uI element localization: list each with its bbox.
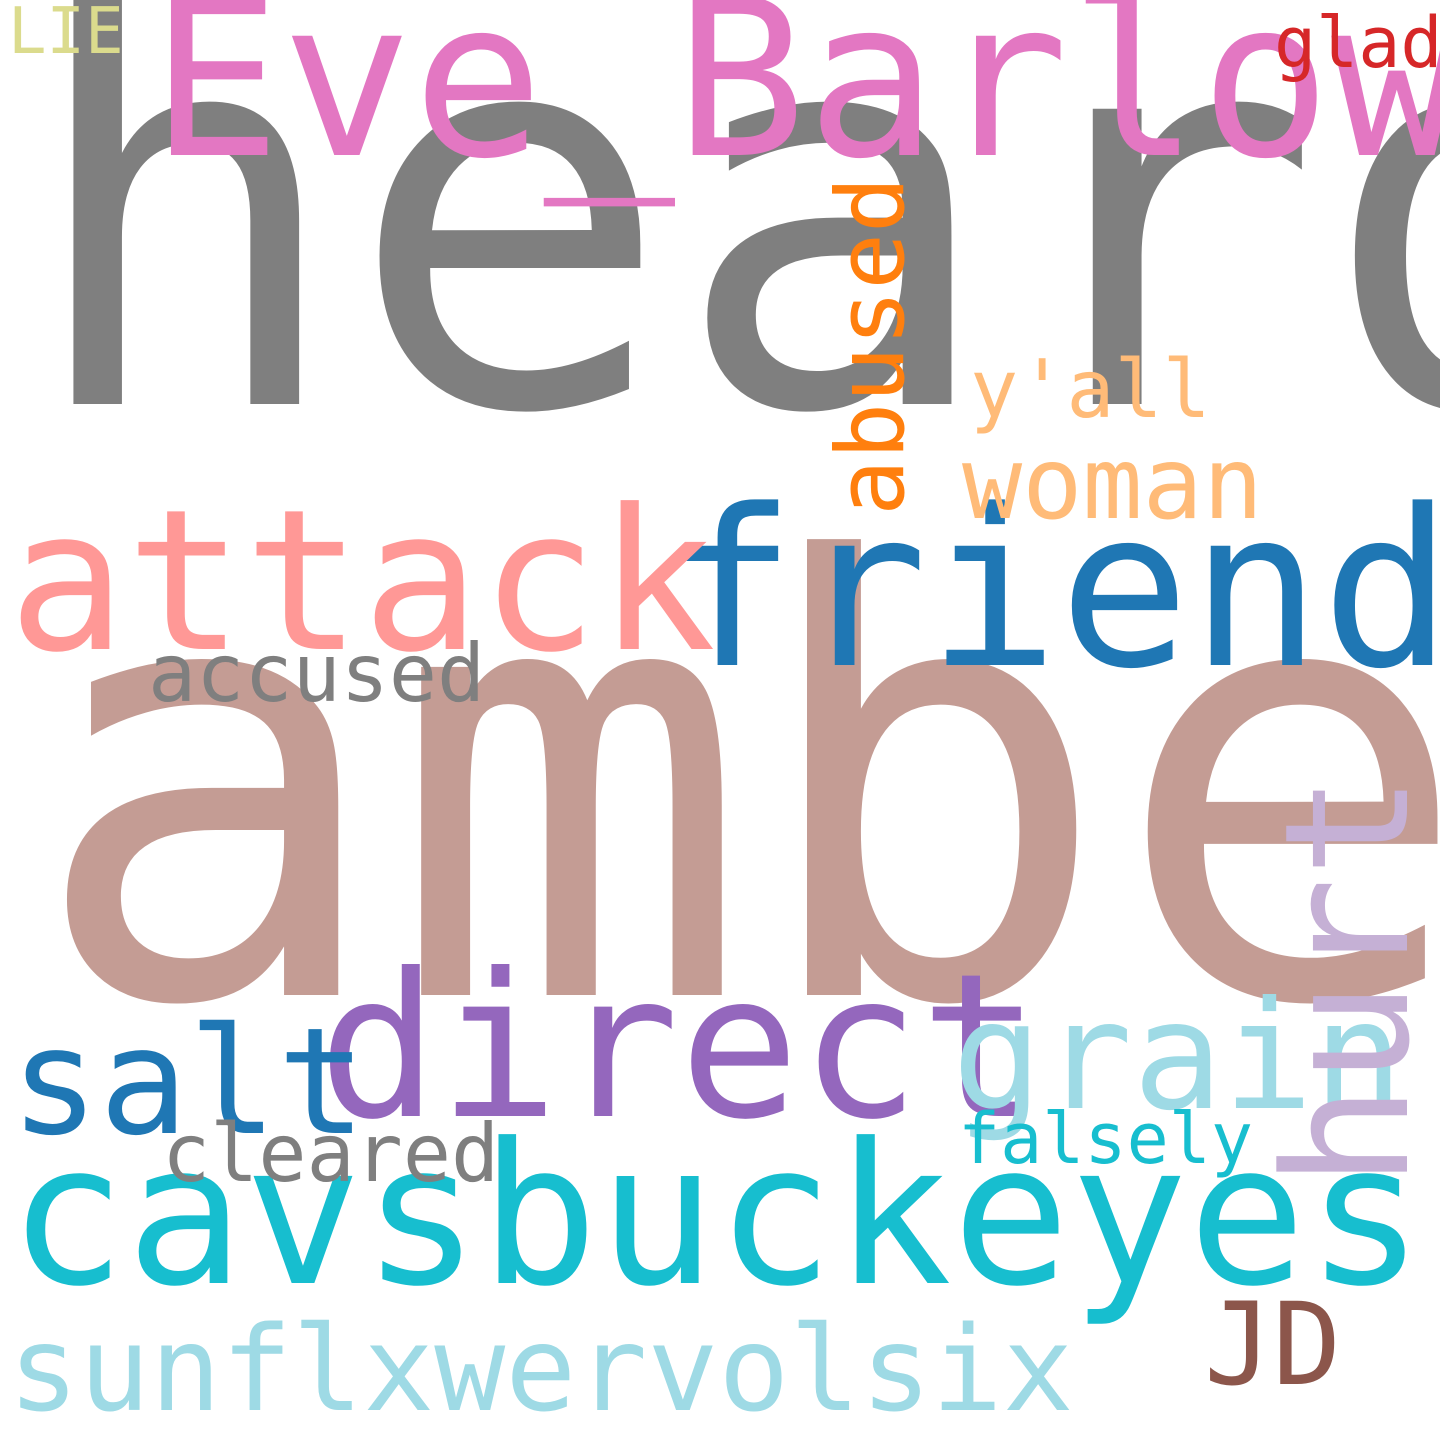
word-salt: salt (10, 996, 367, 1168)
word-grain: grain (952, 970, 1404, 1144)
word-cavsbuckeyes: cavsbuckeyes (8, 1102, 1425, 1330)
word-amber: amber (28, 438, 1440, 1137)
word-attack: attack (8, 468, 717, 696)
word-hurt: hurt (1247, 773, 1440, 1188)
word-heard: heard (22, 0, 1440, 532)
word-lie: LIE (8, 0, 124, 69)
word-eve-barlow: Eve_Barlow (150, 0, 1440, 207)
word-friends: friends (665, 464, 1440, 717)
word-glad: glad (1274, 2, 1440, 84)
word-accused: accused (148, 627, 486, 720)
word-jd: JD (1204, 1278, 1342, 1411)
word-woman: woman (962, 425, 1264, 542)
word-abused: abused (817, 176, 926, 516)
word-direct: direct (318, 931, 1041, 1164)
word-falsely: falsely (958, 1098, 1254, 1180)
word-sunflxwervolsix: sunflxwervolsix (8, 1300, 1074, 1438)
word-yall: y'all (970, 343, 1211, 436)
word-cleared: cleared (162, 1107, 500, 1200)
